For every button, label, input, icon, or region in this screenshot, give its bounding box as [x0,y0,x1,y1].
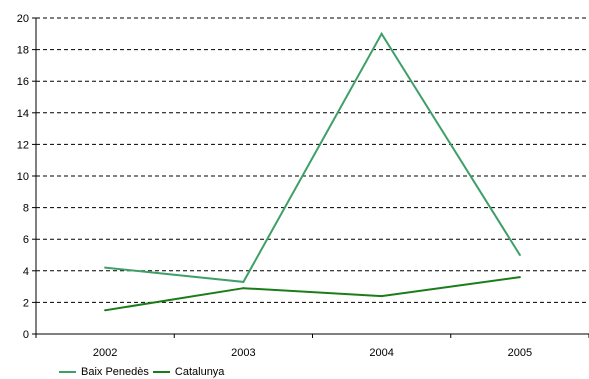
legend-item-catalunya: Catalunya [152,365,225,378]
legend-item-baix-penedes: Baix Penedès [59,366,149,378]
y-tick-label: 6 [23,234,29,246]
legend-label-baix-penedes: Baix Penedès [81,365,149,378]
data-point-catalunya [242,287,245,290]
series-lines [104,31,521,312]
x-axis-ticks: 2002 2003 2004 2005 [35,334,589,359]
legend-swatch-baix-penedes [59,370,76,373]
x-tick-label: 2005 [508,347,532,359]
y-tick-label: 20 [17,13,29,25]
y-tick-label: 16 [17,76,29,88]
data-point-baix-penedes [242,280,245,283]
x-tick-label: 2002 [93,347,117,359]
legend: Baix Penedès Catalunya [59,364,228,379]
y-tick-label: 8 [23,203,29,215]
y-tick-label: 18 [17,45,29,57]
y-axis-ticks: 0 2 4 6 8 10 12 14 16 18 20 [17,13,36,341]
x-tick-label: 2004 [369,347,393,359]
x-tick-label: 2003 [231,347,255,359]
y-tick-label: 0 [23,329,29,341]
y-tick-label: 10 [17,171,29,183]
data-point-catalunya [104,309,107,312]
y-tick-label: 14 [17,108,29,120]
data-point-baix-penedes [380,32,383,35]
data-point-baix-penedes [104,266,107,269]
series-line-baix-penedes [104,31,521,283]
data-point-catalunya [518,276,521,279]
y-tick-label: 12 [17,139,29,151]
data-point-catalunya [380,295,383,298]
data-point-baix-penedes [518,254,521,256]
series-line-catalunya [104,276,521,312]
legend-label-catalunya: Catalunya [174,365,225,378]
y-tick-label: 4 [23,266,29,278]
gridlines [36,17,589,303]
y-tick-label: 2 [23,297,29,309]
legend-swatch-catalunya [152,370,170,373]
